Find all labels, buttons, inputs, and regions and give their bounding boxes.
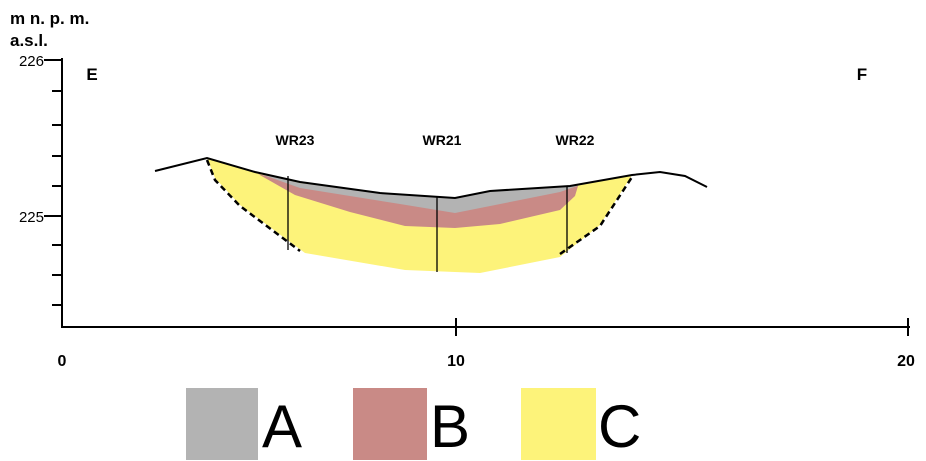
- borehole-label: WR22: [556, 132, 595, 148]
- borehole-label: WR21: [423, 132, 462, 148]
- section-end: F: [857, 65, 867, 84]
- x-label: 20: [897, 353, 915, 370]
- y-title: a.s.l.: [10, 31, 48, 50]
- x-label: 10: [447, 353, 465, 370]
- legend-swatch: [353, 388, 427, 460]
- y-label: 226: [19, 53, 44, 70]
- cross-section: m n. p. m. a.s.l. 226 225 0 10 20 E F WR…: [0, 0, 926, 461]
- legend-swatch: [521, 388, 596, 460]
- y-label: 225: [19, 209, 44, 226]
- legend-swatch: [186, 388, 258, 460]
- x-label: 0: [58, 353, 67, 370]
- legend-label: A: [262, 393, 302, 460]
- legend-label: B: [430, 393, 470, 460]
- borehole-label: WR23: [276, 132, 315, 148]
- legend-label: C: [598, 393, 641, 460]
- y-title: m n. p. m.: [10, 9, 89, 28]
- section-end: E: [86, 65, 97, 84]
